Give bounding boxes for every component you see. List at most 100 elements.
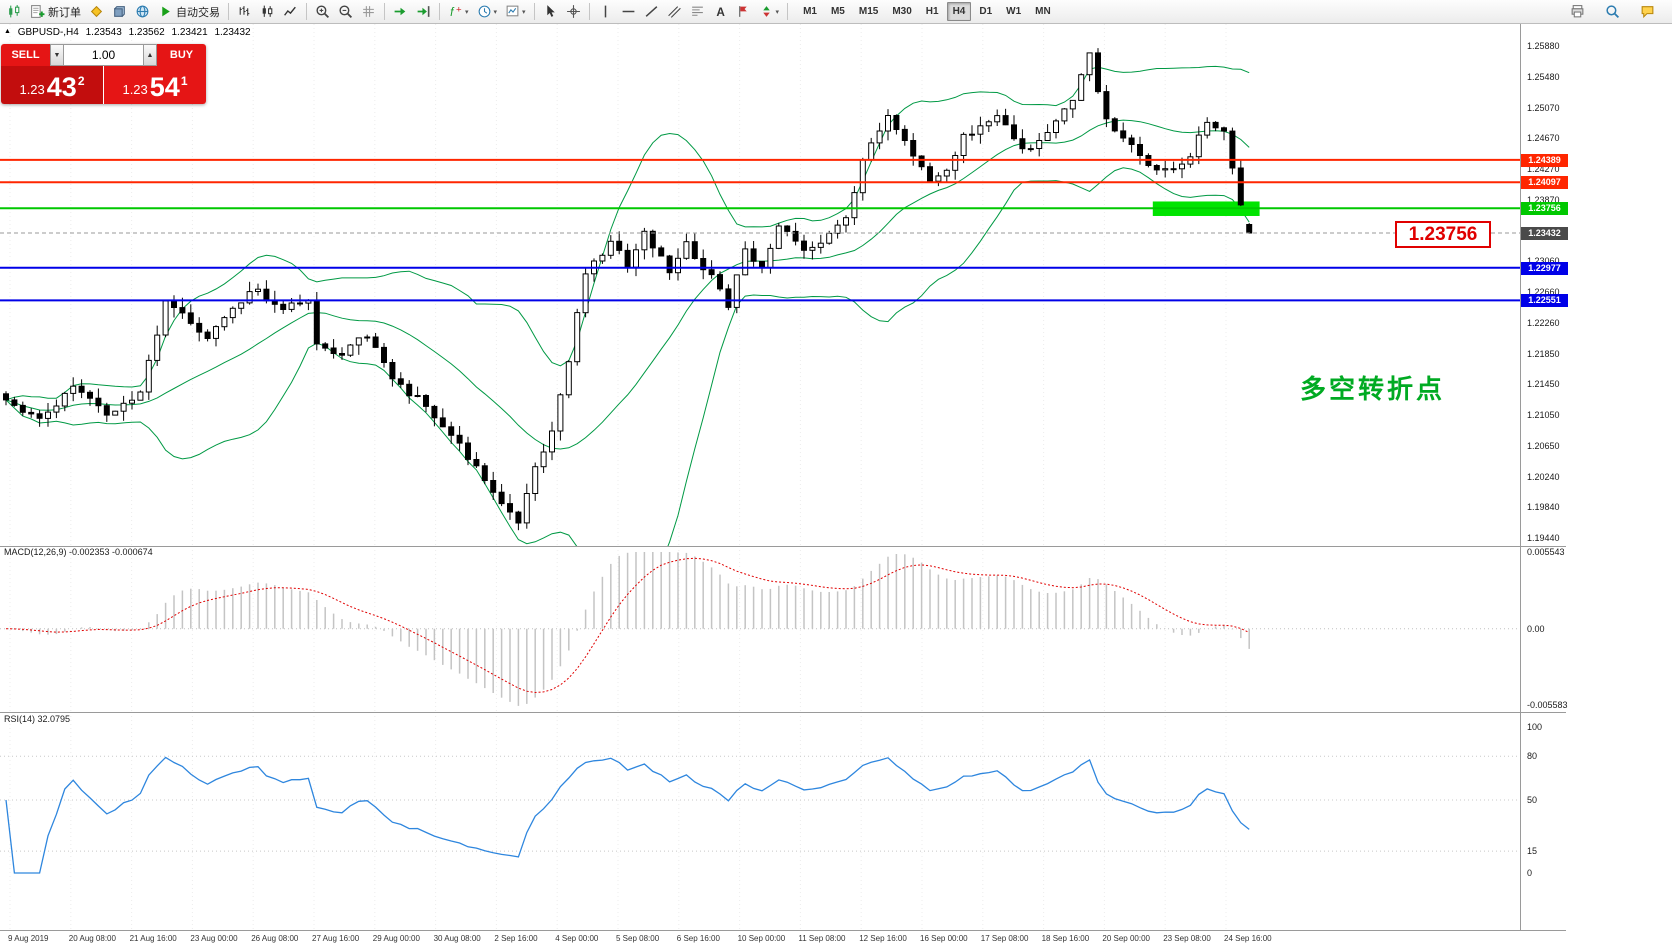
timeframe-button-m1[interactable]: M1 — [803, 6, 817, 17]
text-label-button[interactable] — [732, 2, 755, 22]
auto-scroll-button[interactable] — [389, 2, 412, 22]
equidistant-channel-button[interactable] — [663, 2, 686, 22]
sell-price-button[interactable]: 1.23 43 2 — [1, 66, 104, 104]
autotrading-button[interactable]: 自动交易 — [154, 2, 224, 22]
price-callout-box[interactable]: 1.23756 — [1395, 221, 1491, 248]
timeframe-button-m15[interactable]: M15 — [858, 6, 879, 17]
time-axis-label: 20 Aug 08:00 — [68, 934, 116, 943]
timeframe-button-h4[interactable]: H4 — [946, 2, 972, 21]
diamond-yellow-icon — [89, 4, 104, 19]
time-axis-label: 23 Sep 08:00 — [1163, 934, 1211, 943]
tile-windows-button[interactable] — [357, 2, 380, 22]
horizontal-line-button[interactable] — [617, 2, 640, 22]
symbol-timeframe-label: GBPUSD-,H4 — [17, 27, 79, 38]
new-order-button[interactable]: 新订单 — [26, 2, 85, 22]
buy-price-small: 1.23 — [122, 82, 148, 97]
timeframe-button-h1[interactable]: H1 — [925, 6, 939, 17]
new-chart-button[interactable] — [3, 2, 26, 22]
line-chart-button[interactable] — [279, 2, 302, 22]
zoom-out-button[interactable] — [334, 2, 357, 22]
main-toolbar: 新订单 自动交易 f + ▾ ▾ ▾ A ▾ M1 M5 M15 M30 H1 H4 D1 W1 MN — [0, 0, 1672, 24]
time-axis-label: 4 Sep 00:00 — [555, 934, 599, 943]
price-axis-label: 1.19840 — [1527, 502, 1560, 513]
price-axis-label: 1.23870 — [1527, 194, 1560, 205]
chart-shift-button[interactable] — [412, 2, 435, 22]
arrows-button[interactable]: ▾ — [755, 2, 784, 22]
candlestick-chart-button[interactable] — [256, 2, 279, 22]
search-button[interactable] — [1601, 2, 1624, 22]
price-axis-label: 1.22660 — [1527, 287, 1560, 297]
buy-button[interactable]: BUY — [157, 44, 206, 66]
vertical-line-button[interactable] — [594, 2, 617, 22]
panel-separator — [0, 930, 1566, 931]
time-axis-label: 24 Sep 16:00 — [1224, 934, 1272, 943]
bar-chart-button[interactable] — [233, 2, 256, 22]
crosshair-icon — [566, 4, 581, 19]
macd-header: MACD(12,26,9) -0.002353 -0.000674 — [4, 547, 153, 557]
time-axis-label: 16 Sep 00:00 — [920, 934, 968, 943]
sell-price-sup: 2 — [77, 74, 85, 88]
rsi-scale-label: 100 — [1527, 722, 1543, 732]
channel-icon — [667, 4, 682, 19]
bollinger-bands — [5, 65, 1250, 546]
price-chart[interactable] — [0, 24, 1520, 546]
market-watch-button[interactable] — [108, 2, 131, 22]
zoom-in-button[interactable] — [311, 2, 334, 22]
timeframe-button-w1[interactable]: W1 — [1006, 6, 1022, 17]
time-axis-label: 27 Aug 16:00 — [312, 934, 360, 943]
print-button[interactable] — [1566, 2, 1589, 22]
trendline-button[interactable] — [640, 2, 663, 22]
rsi-line — [5, 756, 1250, 874]
time-axis[interactable]: 9 Aug 2019 20 Aug 08:00 21 Aug 16:00 23 Aug… — [0, 930, 1566, 949]
volume-increase-button[interactable]: ▲ — [143, 44, 157, 66]
print-icon — [1570, 4, 1585, 19]
templates-button[interactable]: ▾ — [501, 2, 530, 22]
candles-green-icon — [7, 4, 22, 19]
search-icon — [1605, 4, 1620, 19]
close-value: 1.23432 — [214, 27, 251, 38]
cursor-icon — [543, 4, 558, 19]
buy-price-button[interactable]: 1.23 54 1 — [104, 66, 206, 104]
navigator-button[interactable] — [131, 2, 154, 22]
text-button[interactable]: A — [709, 2, 732, 22]
indicators-button[interactable]: f + ▾ — [444, 2, 473, 22]
timeframe-button-m30[interactable]: M30 — [892, 6, 912, 17]
rsi-panel[interactable] — [0, 712, 1520, 930]
panel-separator[interactable] — [0, 712, 1566, 713]
one-click-trading-panel: SELL ▼ ▲ BUY 1.23 43 2 1.23 54 1 — [1, 44, 206, 104]
time-axis-label: 18 Sep 16:00 — [1041, 934, 1090, 943]
rsi-header: RSI(14) 32.0795 — [4, 714, 71, 724]
time-axis-label: 2 Sep 16:00 — [494, 934, 538, 943]
price-axis-label: 1.21850 — [1527, 348, 1560, 359]
volume-input[interactable] — [64, 44, 143, 66]
dropdown-arrow-icon: ▾ — [775, 8, 780, 16]
macd-signal-line — [5, 557, 1250, 694]
community-chat-button[interactable] — [1636, 2, 1659, 22]
metaeditor-button[interactable] — [85, 2, 108, 22]
globe-icon — [135, 4, 150, 19]
toolbar-separator — [787, 3, 789, 20]
chart-workspace: ▲ GBPUSD-,H4 1.23543 1.23562 1.23421 1.2… — [0, 24, 1672, 949]
svg-text:+: + — [456, 5, 462, 16]
volume-decrease-button[interactable]: ▼ — [50, 44, 64, 66]
crosshair-button[interactable] — [562, 2, 585, 22]
collapse-triangle-icon[interactable]: ▲ — [4, 28, 11, 35]
timeframe-button-mn[interactable]: MN — [1035, 6, 1051, 17]
panel-separator[interactable] — [0, 546, 1566, 547]
timeframe-button-m5[interactable]: M5 — [830, 6, 845, 17]
timeframe-button-d1[interactable]: D1 — [979, 6, 993, 17]
price-axis-label: 1.24670 — [1527, 133, 1560, 144]
price-axis[interactable]: 1.25880 1.25480 1.25070 1.24670 1.24270 1.238… — [1520, 24, 1672, 949]
level-price-tag: 1.23756 — [1521, 202, 1568, 216]
price-axis-label: 1.25880 — [1527, 41, 1560, 51]
macd-panel[interactable] — [0, 546, 1520, 712]
sell-button[interactable]: SELL — [1, 44, 50, 66]
time-axis-label: 21 Aug 16:00 — [129, 934, 177, 943]
periods-button[interactable]: ▾ — [473, 2, 502, 22]
fibonacci-button[interactable] — [686, 2, 709, 22]
price-axis-label: 1.25070 — [1527, 102, 1560, 113]
tline-icon — [644, 4, 659, 19]
shapes-icon — [759, 4, 774, 19]
cursor-button[interactable] — [539, 2, 562, 22]
time-axis-label: 17 Sep 08:00 — [980, 934, 1029, 943]
